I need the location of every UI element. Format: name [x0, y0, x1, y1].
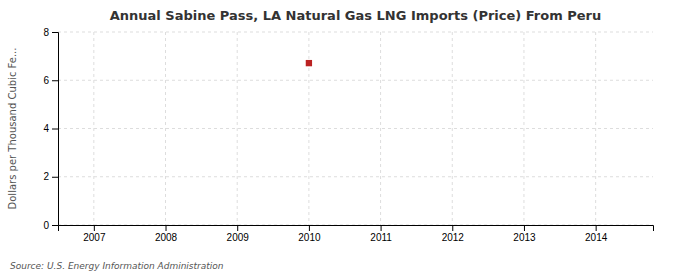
- tick-mark: [596, 225, 597, 231]
- tick-mark: [52, 80, 58, 81]
- tick-mark: [381, 225, 382, 231]
- y-axis: 0 2 4 6 8: [43, 27, 58, 231]
- tick: 4: [43, 123, 58, 134]
- title: Annual Sabine Pass, LA Natural Gas LNG I…: [110, 8, 602, 23]
- tick: 2009: [227, 225, 250, 243]
- x-axis: 2007 2008 2009 2010 2011 2012 2013 2014: [59, 225, 654, 243]
- marks: [306, 60, 312, 66]
- tick-mark: [524, 225, 525, 231]
- tick-mark: [309, 225, 310, 231]
- tick-label: 2011: [370, 232, 392, 243]
- tick: 2013: [513, 225, 536, 243]
- tick-label: 2008: [155, 232, 178, 243]
- grid-line: [58, 128, 653, 129]
- tick: 2: [43, 171, 58, 182]
- tick: 2011: [370, 225, 392, 243]
- point: [306, 60, 312, 66]
- tick: 8: [43, 27, 58, 38]
- tick-mark: [237, 225, 238, 231]
- tick-mark: [166, 225, 167, 231]
- grid-line: [380, 32, 381, 225]
- tick: 2012: [442, 225, 465, 243]
- tick-label: 2014: [585, 232, 608, 243]
- tick: 0: [43, 220, 58, 231]
- tick-label: 2: [43, 171, 49, 182]
- axis-line: [59, 226, 654, 232]
- tick: 2008: [155, 225, 178, 243]
- grid-line: [237, 32, 238, 225]
- grid-line: [58, 80, 653, 81]
- tick-label: 2010: [298, 232, 321, 243]
- grid-line: [165, 32, 166, 225]
- y-axis-title: Dollars per Thousand Cubic Fe...: [7, 48, 18, 210]
- tick-mark: [52, 177, 58, 178]
- plot: 2007 2008 2009 2010 2011 2012 2013 2014 0 2 4 6 8: [43, 27, 653, 243]
- tick: 2010: [298, 225, 321, 243]
- axis-line: [52, 33, 59, 226]
- tick-label: 2013: [513, 232, 536, 243]
- grid: [58, 32, 653, 225]
- grid-line: [58, 32, 653, 33]
- tick: 2014: [585, 225, 608, 243]
- grid-line: [58, 176, 653, 177]
- tick-label: 8: [43, 27, 49, 38]
- grid-line: [452, 32, 453, 225]
- tick-mark: [452, 225, 453, 231]
- tick-mark: [52, 129, 58, 130]
- tick: 2007: [83, 225, 106, 243]
- tick-label: 2012: [442, 232, 465, 243]
- tick-mark: [94, 225, 95, 231]
- tick-label: 6: [43, 75, 49, 86]
- tick-mark: [52, 225, 58, 226]
- annotation: Source: U.S. Energy Information Administ…: [10, 261, 224, 271]
- tick: 6: [43, 75, 58, 86]
- tick-label: 4: [43, 123, 49, 134]
- tick-mark: [52, 32, 58, 33]
- tick-label: 2009: [227, 232, 250, 243]
- grid-line: [523, 32, 524, 225]
- tick-label: 0: [43, 220, 49, 231]
- grid-line: [595, 32, 596, 225]
- tick-label: 2007: [83, 232, 106, 243]
- chart: 2007 2008 2009 2010 2011 2012 2013 2014 0 2 4 6 8 Ann…: [0, 0, 675, 275]
